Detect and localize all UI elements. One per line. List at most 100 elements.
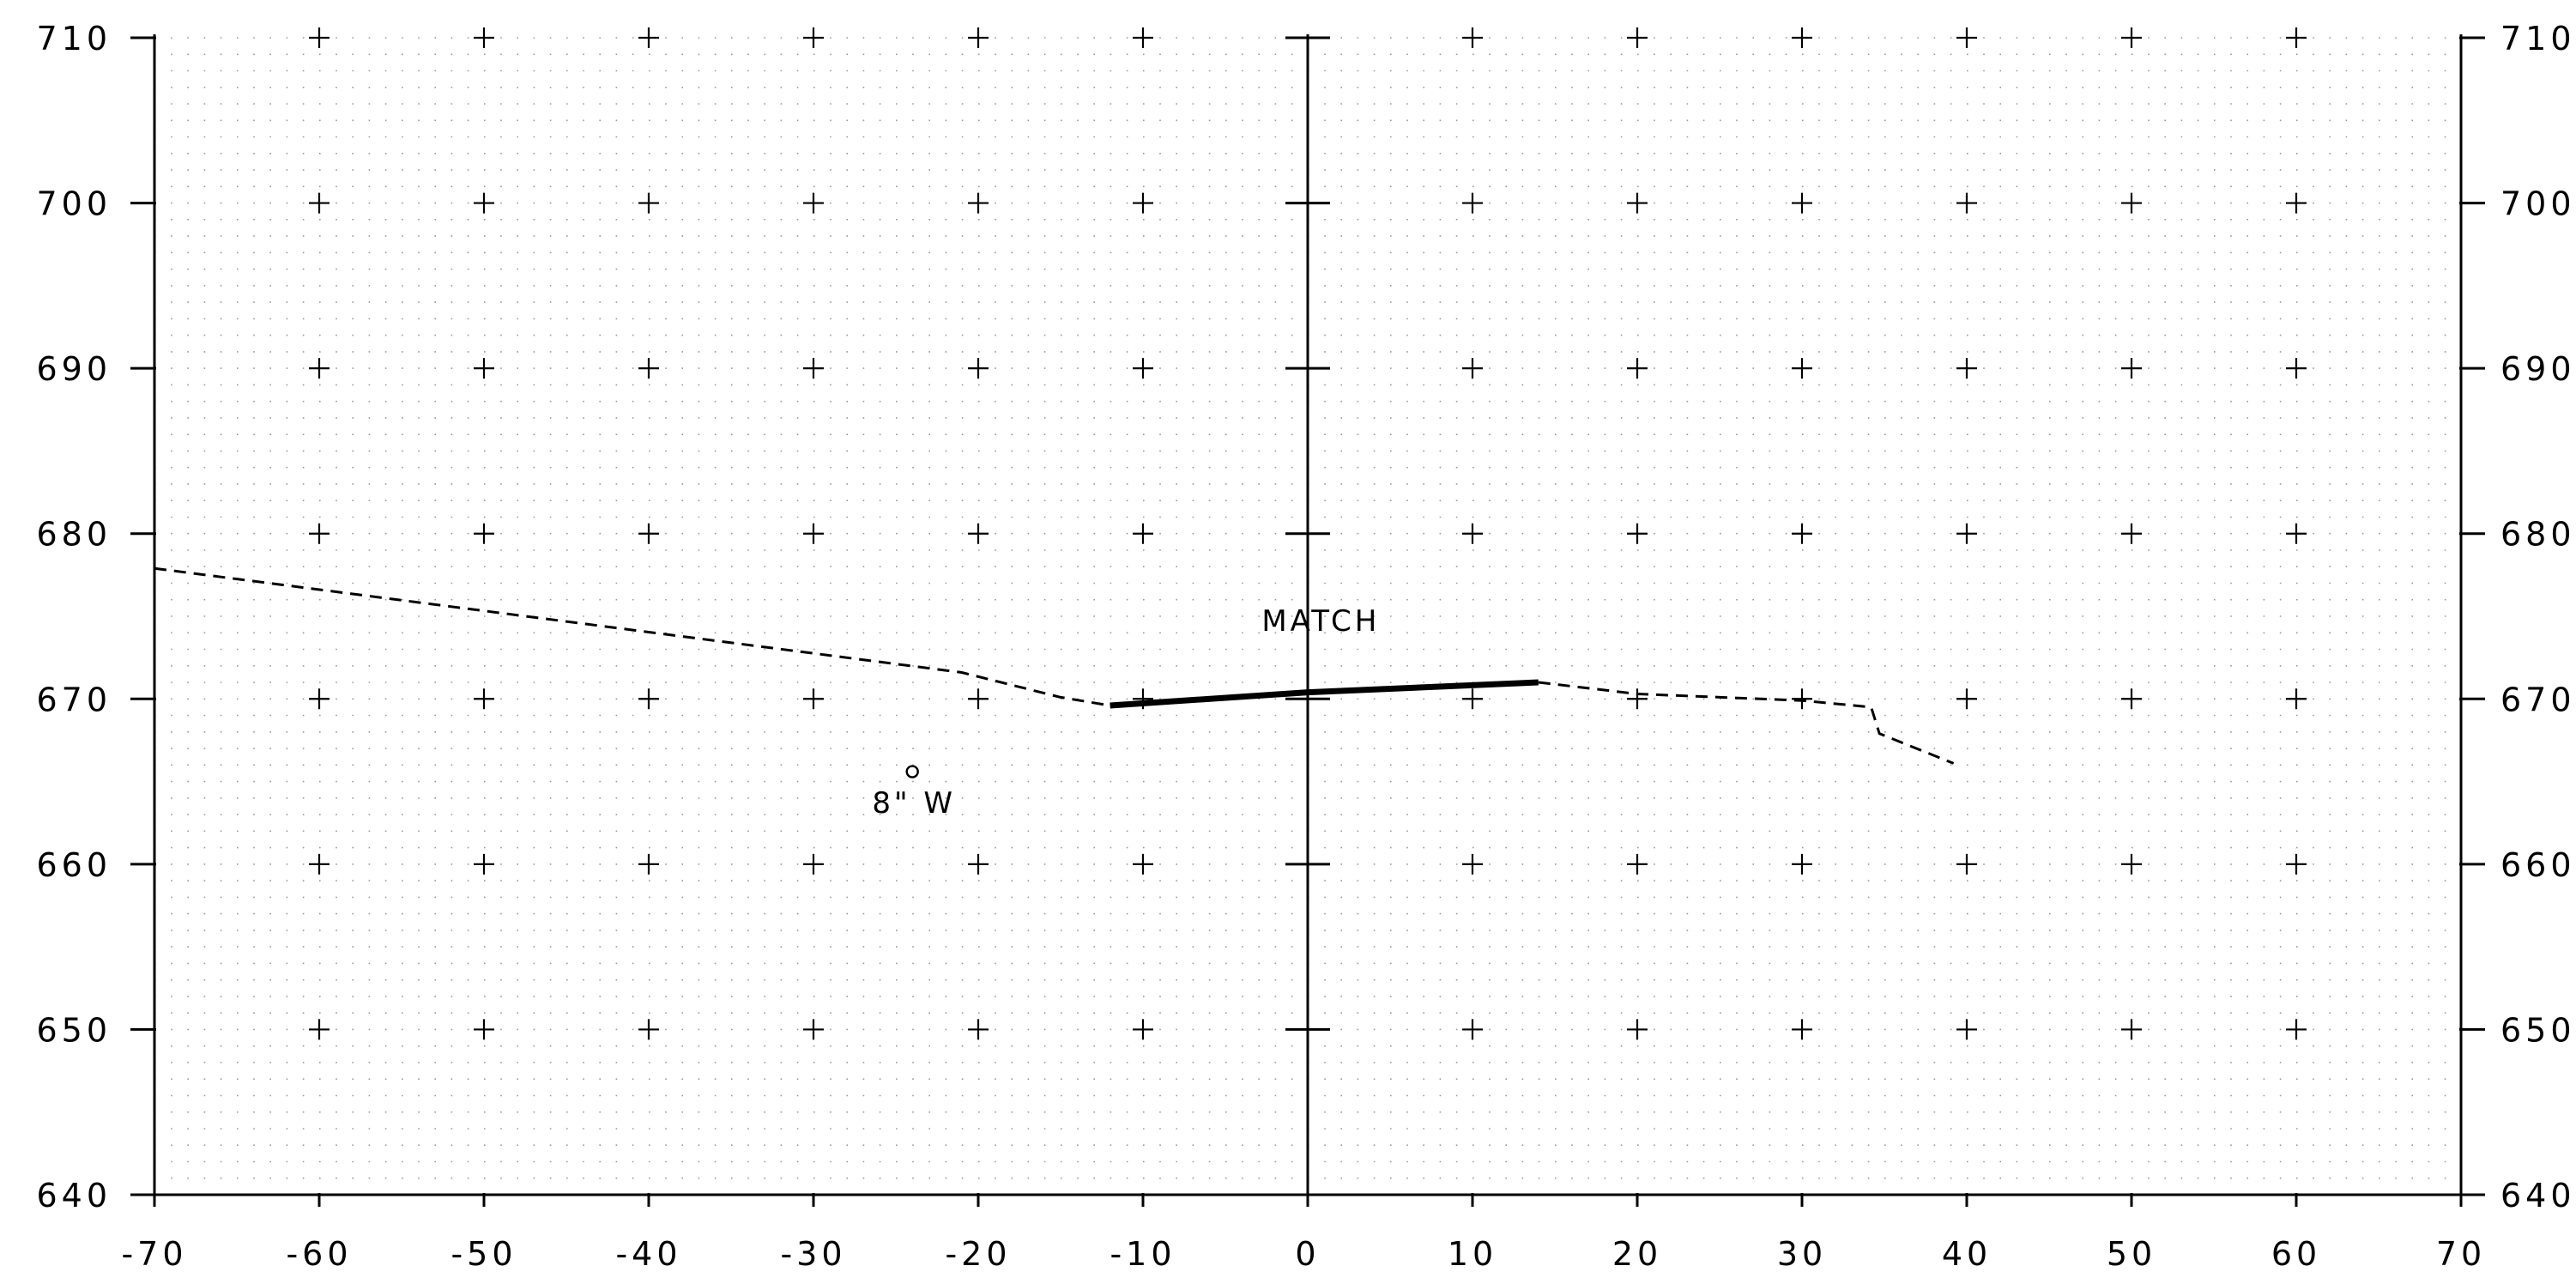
grid-cross [638, 358, 659, 379]
y-tick-label-left: 640 [36, 1177, 112, 1214]
grid-cross [2286, 688, 2307, 710]
x-tick-label: 20 [1612, 1235, 1662, 1273]
y-tick-label-right: 640 [2500, 1177, 2576, 1214]
x-tick-label: -30 [780, 1235, 846, 1273]
y-axis-left-tick-labels: 640 650 660 670 680 690 700 710 [36, 20, 112, 1214]
y-tick-label-right: 650 [2500, 1011, 2576, 1049]
grid-cross [309, 688, 330, 710]
grid-cross [638, 192, 659, 214]
grid-cross [2286, 523, 2307, 544]
x-tick-label: -20 [945, 1235, 1011, 1273]
grid-cross [1956, 192, 1977, 214]
grid-cross [2286, 192, 2307, 214]
profile-line-dashed [154, 566, 1110, 707]
y-axis-right-tick-labels: 640 650 660 670 680 690 700 710 [2500, 20, 2576, 1214]
grid-cross [2121, 853, 2142, 875]
grid-cross [1956, 688, 1977, 710]
grid-cross [1956, 358, 1977, 379]
grid-cross [309, 1019, 330, 1040]
x-tick-label: 10 [1448, 1235, 1497, 1273]
grid-cross [1792, 358, 1812, 379]
grid-cross [1133, 523, 1153, 544]
y-tick-label-right: 670 [2500, 681, 2576, 718]
grid-cross [1462, 358, 1483, 379]
x-tick-label: 70 [2436, 1235, 2486, 1273]
grid-cross [1956, 853, 1977, 875]
grid-cross [1462, 192, 1483, 214]
grid-cross [1792, 688, 1812, 710]
grid-cross [309, 523, 330, 544]
grid-cross [968, 688, 989, 710]
grid-cross [2286, 27, 2307, 48]
grid-cross [309, 358, 330, 379]
grid-cross [2286, 1019, 2307, 1040]
x-tick-label: -70 [121, 1235, 187, 1273]
grid-cross [1627, 192, 1648, 214]
grid-cross [968, 853, 989, 875]
grid-cross [2121, 358, 2142, 379]
grid-cross [1133, 358, 1153, 379]
grid-cross [638, 1019, 659, 1040]
grid-cross [1462, 688, 1483, 710]
grid-cross [474, 358, 494, 379]
grid-cross [474, 853, 494, 875]
grid-cross [1792, 1019, 1812, 1040]
grid-cross [638, 27, 659, 48]
grid-cross [1627, 853, 1648, 875]
grid-cross [968, 358, 989, 379]
x-tick-label: 50 [2107, 1235, 2156, 1273]
grid-cross [1462, 27, 1483, 48]
y-tick-label-right: 680 [2500, 516, 2576, 554]
grid-cross [803, 27, 824, 48]
grid-cross [968, 27, 989, 48]
grid-cross [803, 523, 824, 544]
grid-cross [1133, 853, 1153, 875]
profile-line-dashed [1538, 681, 1955, 765]
x-tick-label: -40 [615, 1235, 681, 1273]
grid-cross [638, 523, 659, 544]
grid-cross [968, 523, 989, 544]
y-tick-label-right: 710 [2500, 20, 2576, 58]
y-tick-label-left: 660 [36, 846, 112, 884]
x-tick-label: -10 [1110, 1235, 1176, 1273]
grid-cross [309, 27, 330, 48]
grid-cross [474, 27, 494, 48]
pipe-size-label: 8" W [872, 786, 956, 821]
grid-cross [2121, 192, 2142, 214]
grid-cross [803, 853, 824, 875]
grid-cross [968, 192, 989, 214]
grid-cross [1956, 523, 1977, 544]
grid-cross [638, 853, 659, 875]
grid-cross [474, 523, 494, 544]
grid-crosses [309, 27, 2307, 1040]
grid-cross [2121, 688, 2142, 710]
grid-cross [1627, 27, 1648, 48]
y-tick-label-left: 670 [36, 681, 112, 718]
pipe-marker-icon [905, 765, 919, 778]
grid-cross [1627, 1019, 1648, 1040]
grid-cross [309, 192, 330, 214]
x-tick-label: -60 [286, 1235, 352, 1273]
grid-cross [1462, 523, 1483, 544]
grid-cross [309, 853, 330, 875]
grid-cross [474, 688, 494, 710]
x-tick-label: -50 [450, 1235, 517, 1273]
grid-cross [803, 688, 824, 710]
grid-cross [1956, 27, 1977, 48]
x-tick-label: 60 [2271, 1235, 2321, 1273]
grid-cross [803, 1019, 824, 1040]
y-tick-label-right: 690 [2500, 350, 2576, 388]
grid-cross [1133, 192, 1153, 214]
grid-cross [638, 688, 659, 710]
grid-cross [2286, 853, 2307, 875]
grid-cross [803, 358, 824, 379]
x-tick-label: 30 [1777, 1235, 1827, 1273]
grid-cross [968, 1019, 989, 1040]
grid-cross [1133, 1019, 1153, 1040]
annotations: MATCH 8" W [872, 604, 1376, 821]
grid-cross [2121, 27, 2142, 48]
grid-cross [1627, 523, 1648, 544]
grid-cross [474, 1019, 494, 1040]
